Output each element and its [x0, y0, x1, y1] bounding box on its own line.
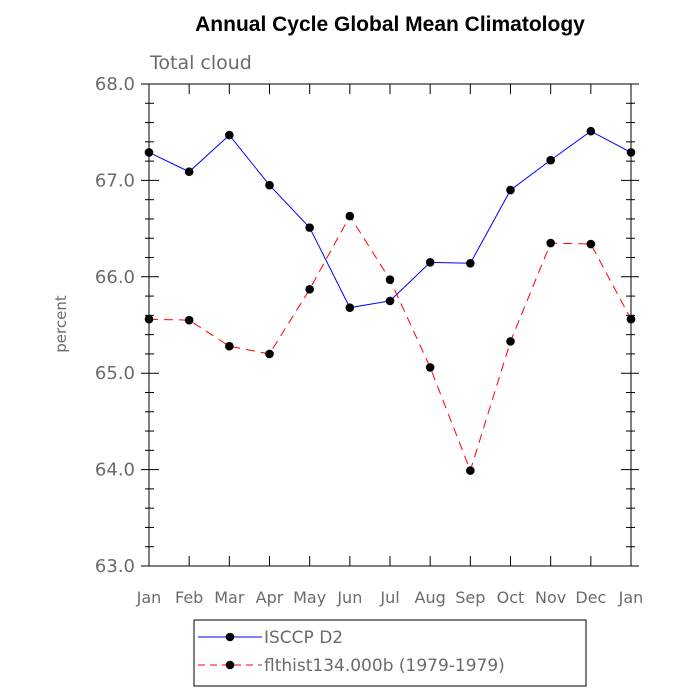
legend-marker-flthist — [225, 660, 235, 670]
data-point — [144, 314, 154, 324]
data-point — [506, 185, 515, 195]
data-point — [345, 303, 355, 312]
data-point — [626, 314, 636, 324]
series-1 — [144, 211, 636, 475]
x-tick-label: Oct — [497, 588, 525, 607]
legend-label-isccp: ISCCP D2 — [264, 628, 343, 648]
data-point — [184, 167, 194, 177]
data-point — [546, 155, 555, 165]
data-point — [144, 148, 154, 157]
x-tick-label: Jan — [136, 588, 162, 607]
legend-marker-isccp — [225, 632, 235, 642]
x-tick-label: May — [293, 588, 326, 607]
data-point — [305, 223, 314, 232]
data-point — [466, 466, 475, 475]
x-tick-label: Dec — [575, 588, 606, 607]
y-tick-label: 67.0 — [95, 170, 135, 191]
y-tick-label: 64.0 — [95, 460, 135, 481]
data-point — [345, 211, 355, 221]
x-tick-label: Nov — [535, 588, 566, 607]
legend-box — [193, 619, 587, 687]
chart-title: Annual Cycle Global Mean Climatology — [195, 13, 585, 36]
x-tick-label: Aug — [415, 588, 446, 607]
data-point — [586, 239, 596, 249]
y-tick-label: 65.0 — [95, 363, 135, 384]
x-tick-label: Jun — [336, 588, 362, 607]
data-point — [385, 296, 395, 306]
x-tick-label: Feb — [175, 588, 203, 607]
y-tick-labels: 63.0 64.0 65.0 66.0 67.0 68.0 — [95, 74, 135, 577]
y-tick-label: 63.0 — [95, 556, 135, 577]
data-point — [305, 285, 314, 294]
data-point — [425, 363, 435, 372]
data-point — [225, 341, 234, 351]
data-point — [265, 180, 274, 190]
legend: ISCCP D2 flthist134.000b (1979-1979) — [193, 619, 587, 687]
data-point — [546, 238, 555, 248]
data-series — [144, 126, 636, 475]
data-point — [586, 126, 596, 136]
plot-frame — [148, 83, 632, 567]
x-tick-label: Apr — [256, 588, 284, 607]
x-tick-labels: Jan Feb Mar Apr May Jun Jul Aug Sep Oct Nov Dec Jan — [136, 588, 644, 607]
data-point — [466, 259, 475, 268]
data-point — [225, 130, 234, 140]
data-point — [506, 337, 515, 346]
data-point — [184, 315, 194, 325]
x-tick-label: Jan — [618, 588, 644, 607]
x-tick-label: Mar — [214, 588, 245, 607]
data-point — [626, 148, 636, 157]
data-point — [425, 258, 435, 267]
x-tick-label: Sep — [455, 588, 485, 607]
data-point — [385, 275, 395, 284]
chart-subtitle: Total cloud — [149, 52, 252, 74]
x-tick-label: Jul — [379, 588, 399, 607]
y-tick-label: 66.0 — [95, 267, 135, 288]
series-0 — [144, 126, 636, 312]
series-line — [148, 215, 632, 473]
y-axis-title: percent — [52, 295, 70, 353]
axis-ticks — [141, 83, 639, 567]
y-tick-label: 68.0 — [95, 74, 135, 95]
legend-label-flthist: flthist134.000b (1979-1979) — [264, 656, 505, 676]
data-point — [265, 349, 274, 359]
